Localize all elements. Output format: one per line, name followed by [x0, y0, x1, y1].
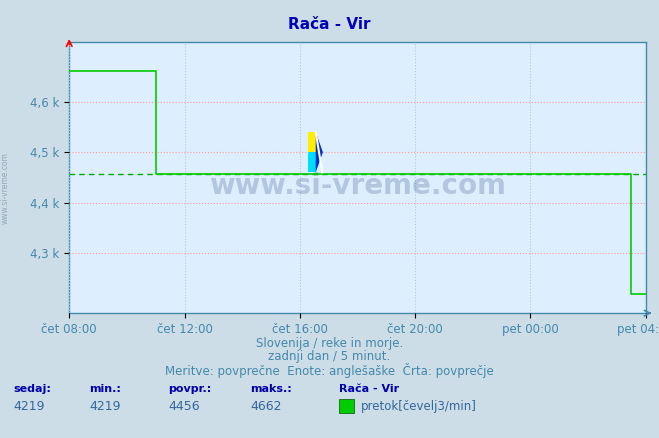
Text: Slovenija / reke in morje.: Slovenija / reke in morje. — [256, 337, 403, 350]
Text: 4456: 4456 — [168, 399, 200, 413]
Polygon shape — [316, 132, 323, 173]
Text: povpr.:: povpr.: — [168, 384, 212, 394]
Text: maks.:: maks.: — [250, 384, 292, 394]
Text: Meritve: povprečne  Enote: anglešaške  Črta: povprečje: Meritve: povprečne Enote: anglešaške Črt… — [165, 363, 494, 378]
Text: Rača - Vir: Rača - Vir — [339, 384, 399, 394]
Text: 4219: 4219 — [89, 399, 121, 413]
Text: Rača - Vir: Rača - Vir — [288, 17, 371, 32]
Text: zadnji dan / 5 minut.: zadnji dan / 5 minut. — [268, 350, 391, 364]
Text: www.si-vreme.com: www.si-vreme.com — [209, 172, 506, 200]
Text: www.si-vreme.com: www.si-vreme.com — [1, 152, 10, 224]
Polygon shape — [308, 132, 316, 152]
Text: 4219: 4219 — [13, 399, 45, 413]
Text: 4662: 4662 — [250, 399, 282, 413]
Text: pretok[čevelj3/min]: pretok[čevelj3/min] — [361, 399, 477, 413]
Text: sedaj:: sedaj: — [13, 384, 51, 394]
Text: min.:: min.: — [89, 384, 121, 394]
Polygon shape — [308, 152, 316, 173]
